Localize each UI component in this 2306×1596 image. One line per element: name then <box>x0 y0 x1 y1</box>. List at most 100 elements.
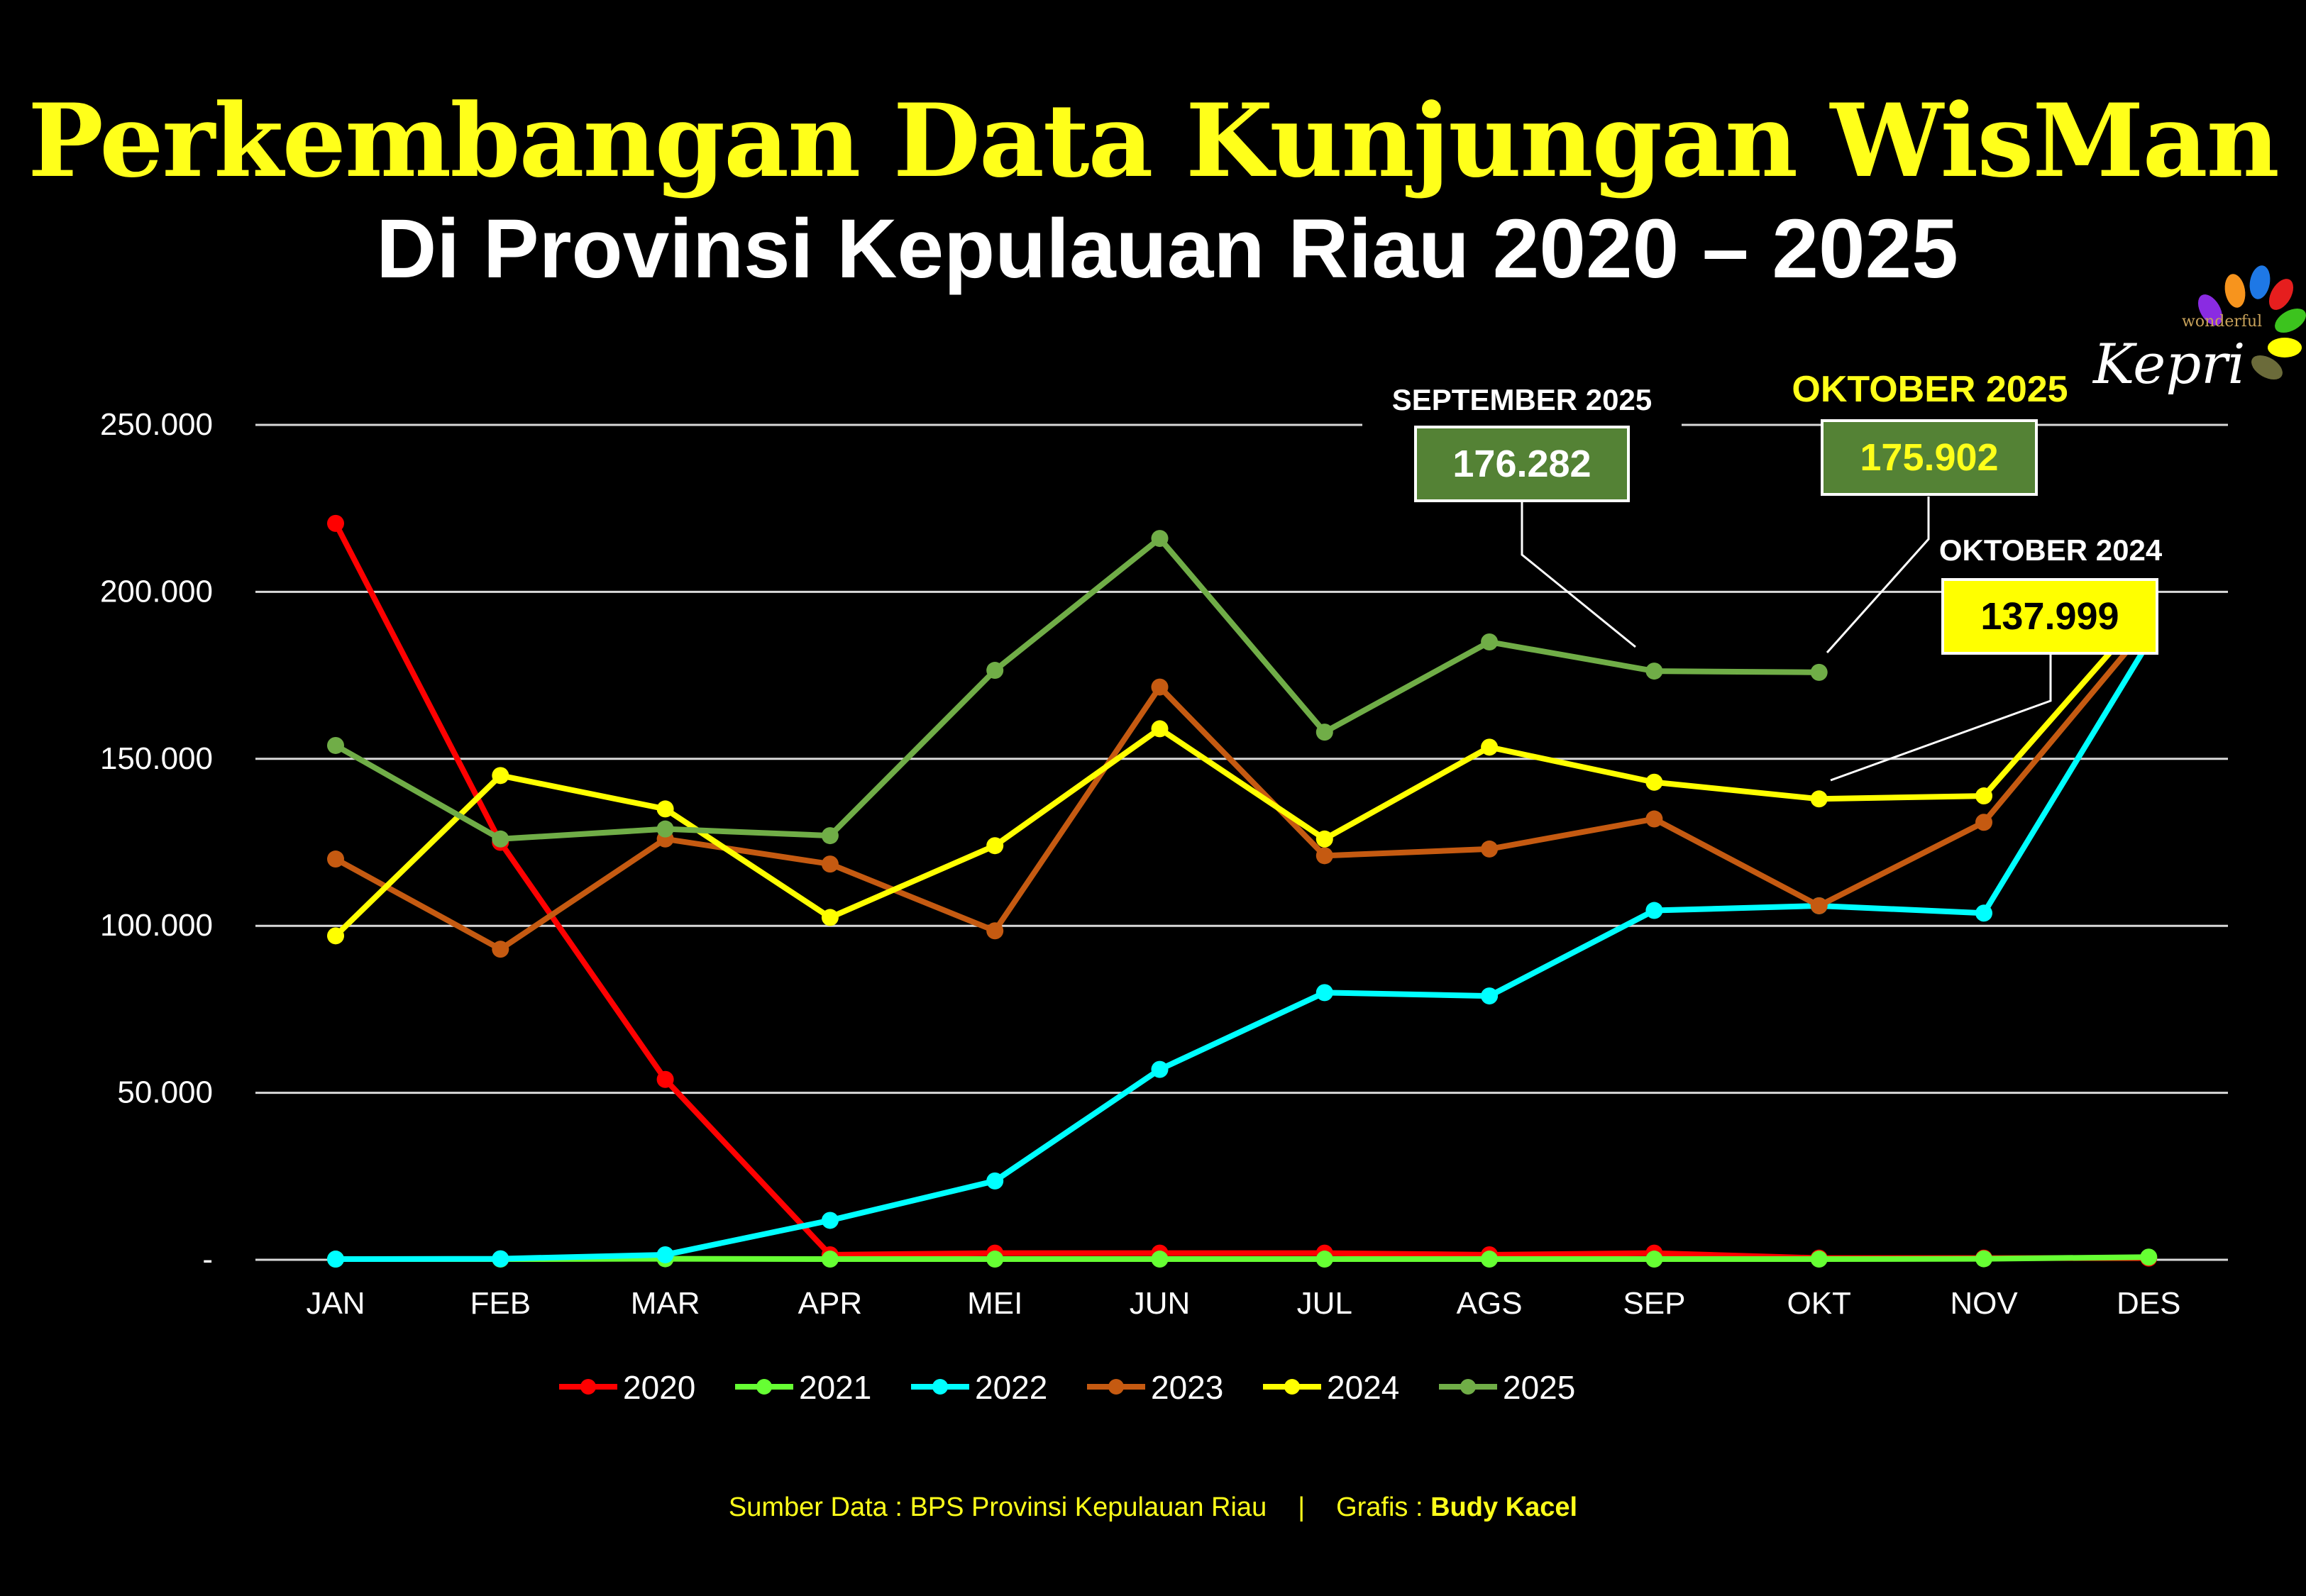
data-point[interactable] <box>986 662 1004 680</box>
legend-item-2023[interactable]: 2023 <box>1087 1369 1223 1406</box>
data-point[interactable] <box>1810 1251 1828 1268</box>
legend-item-2024[interactable]: 2024 <box>1263 1369 1399 1406</box>
x-tick-label: JUL <box>1297 1286 1352 1321</box>
legend-marker-icon <box>932 1379 948 1395</box>
data-point[interactable] <box>2140 1248 2158 1266</box>
data-point[interactable] <box>986 1251 1004 1268</box>
y-tick-label: - <box>202 1242 213 1277</box>
data-point[interactable] <box>986 837 1004 855</box>
data-point[interactable] <box>1315 724 1333 741</box>
x-axis-labels: JAN FEB MAR APR MEI JUN JUL AGS SEP OKT NOV DES <box>306 1286 2180 1321</box>
data-point[interactable] <box>1481 1251 1499 1268</box>
x-tick-label: JAN <box>306 1286 365 1321</box>
data-point[interactable] <box>1645 663 1663 680</box>
data-point[interactable] <box>1151 678 1169 696</box>
data-point[interactable] <box>1151 1060 1169 1078</box>
legend-marker-icon <box>1460 1379 1476 1395</box>
data-point[interactable] <box>327 850 344 868</box>
callout-leaders <box>1521 497 2052 782</box>
page-title: Perkembangan Data Kunjungan WisMan <box>28 82 2280 200</box>
data-point[interactable] <box>1481 738 1499 756</box>
annotation-label: OKTOBER 2025 <box>1792 369 2068 410</box>
data-point[interactable] <box>1975 814 1992 831</box>
data-point[interactable] <box>1810 790 1828 808</box>
data-point[interactable] <box>821 1212 839 1229</box>
x-tick-label: DES <box>2117 1286 2180 1321</box>
data-point[interactable] <box>1151 720 1169 738</box>
data-point[interactable] <box>327 514 344 532</box>
series-line <box>334 623 2151 953</box>
data-point[interactable] <box>1810 897 1828 914</box>
petal <box>2275 308 2306 333</box>
logo-small-text: wonderful <box>2182 313 2262 331</box>
data-point[interactable] <box>1645 1251 1663 1268</box>
data-point[interactable] <box>821 827 839 845</box>
petal <box>2268 279 2294 310</box>
legend-item-2025[interactable]: 2025 <box>1439 1369 1575 1406</box>
legend-label: 2020 <box>623 1369 695 1406</box>
annotation-value: 176.282 <box>1452 443 1591 485</box>
y-tick-label: 50.000 <box>117 1075 213 1110</box>
source-text: Sumber Data : BPS Provinsi Kepulauan Ria… <box>728 1492 1267 1522</box>
series-2020 <box>327 514 2158 1267</box>
petal <box>2249 265 2271 299</box>
legend-item-2021[interactable]: 2021 <box>735 1369 871 1406</box>
callout-leader <box>1826 497 1930 653</box>
series-line <box>333 606 2151 938</box>
data-point[interactable] <box>1645 773 1663 791</box>
data-point[interactable] <box>656 820 674 838</box>
data-point[interactable] <box>1315 847 1333 865</box>
data-point[interactable] <box>986 1172 1004 1190</box>
data-point[interactable] <box>1645 810 1663 828</box>
legend-label: 2023 <box>1151 1369 1223 1406</box>
annotation-1: SEPTEMBER 2025 176.282 <box>1392 383 1652 502</box>
data-point[interactable] <box>821 909 839 926</box>
gridlines <box>255 423 2228 1261</box>
data-point[interactable] <box>1315 1251 1333 1268</box>
data-point[interactable] <box>986 922 1004 940</box>
legend-item-2022[interactable]: 2022 <box>911 1369 1047 1406</box>
legend-marker-icon <box>1108 1379 1124 1395</box>
data-point[interactable] <box>492 767 509 785</box>
legend-item-2020[interactable]: 2020 <box>559 1369 695 1406</box>
legend: 2020 2021 2022 2023 2024 2025 <box>559 1369 1575 1406</box>
x-tick-label: NOV <box>1950 1286 2018 1321</box>
data-point[interactable] <box>821 1251 839 1268</box>
data-point[interactable] <box>1810 663 1828 681</box>
annotation-3: OKTOBER 2024 137.999 <box>1939 533 2163 655</box>
data-point[interactable] <box>1975 904 1992 922</box>
series-2023 <box>327 616 2158 958</box>
data-point[interactable] <box>327 927 344 945</box>
data-point[interactable] <box>1315 830 1333 848</box>
data-point[interactable] <box>1645 902 1663 919</box>
data-point[interactable] <box>1975 787 1992 805</box>
data-point[interactable] <box>1151 1251 1169 1268</box>
data-point[interactable] <box>327 736 344 754</box>
x-tick-label: FEB <box>470 1286 531 1321</box>
credit-name: Budy Kacel <box>1430 1492 1578 1522</box>
annotation-box <box>1941 578 2158 655</box>
x-tick-label: JUN <box>1130 1286 1191 1321</box>
data-point[interactable] <box>327 1251 344 1268</box>
x-tick-label: MAR <box>631 1286 700 1321</box>
data-point[interactable] <box>1481 987 1499 1005</box>
y-tick-label: 100.000 <box>100 908 213 943</box>
data-point[interactable] <box>656 1246 674 1263</box>
data-point[interactable] <box>1151 530 1169 548</box>
data-point[interactable] <box>1315 984 1333 1002</box>
legend-marker-icon <box>1284 1379 1300 1395</box>
data-point[interactable] <box>492 1250 509 1268</box>
legend-marker-icon <box>580 1379 596 1395</box>
logo-big-text: Kepri <box>2092 333 2246 397</box>
annotations: SEPTEMBER 2025 176.282 OKTOBER 2025 175.902… <box>1392 369 2163 655</box>
data-point[interactable] <box>492 830 509 848</box>
data-point[interactable] <box>492 941 509 958</box>
data-point[interactable] <box>656 800 674 818</box>
data-point[interactable] <box>1975 1250 1992 1268</box>
data-point[interactable] <box>1481 840 1499 858</box>
y-tick-label: 150.000 <box>100 741 213 776</box>
data-point[interactable] <box>821 855 839 873</box>
data-point[interactable] <box>1481 633 1499 651</box>
data-point[interactable] <box>656 1070 674 1088</box>
